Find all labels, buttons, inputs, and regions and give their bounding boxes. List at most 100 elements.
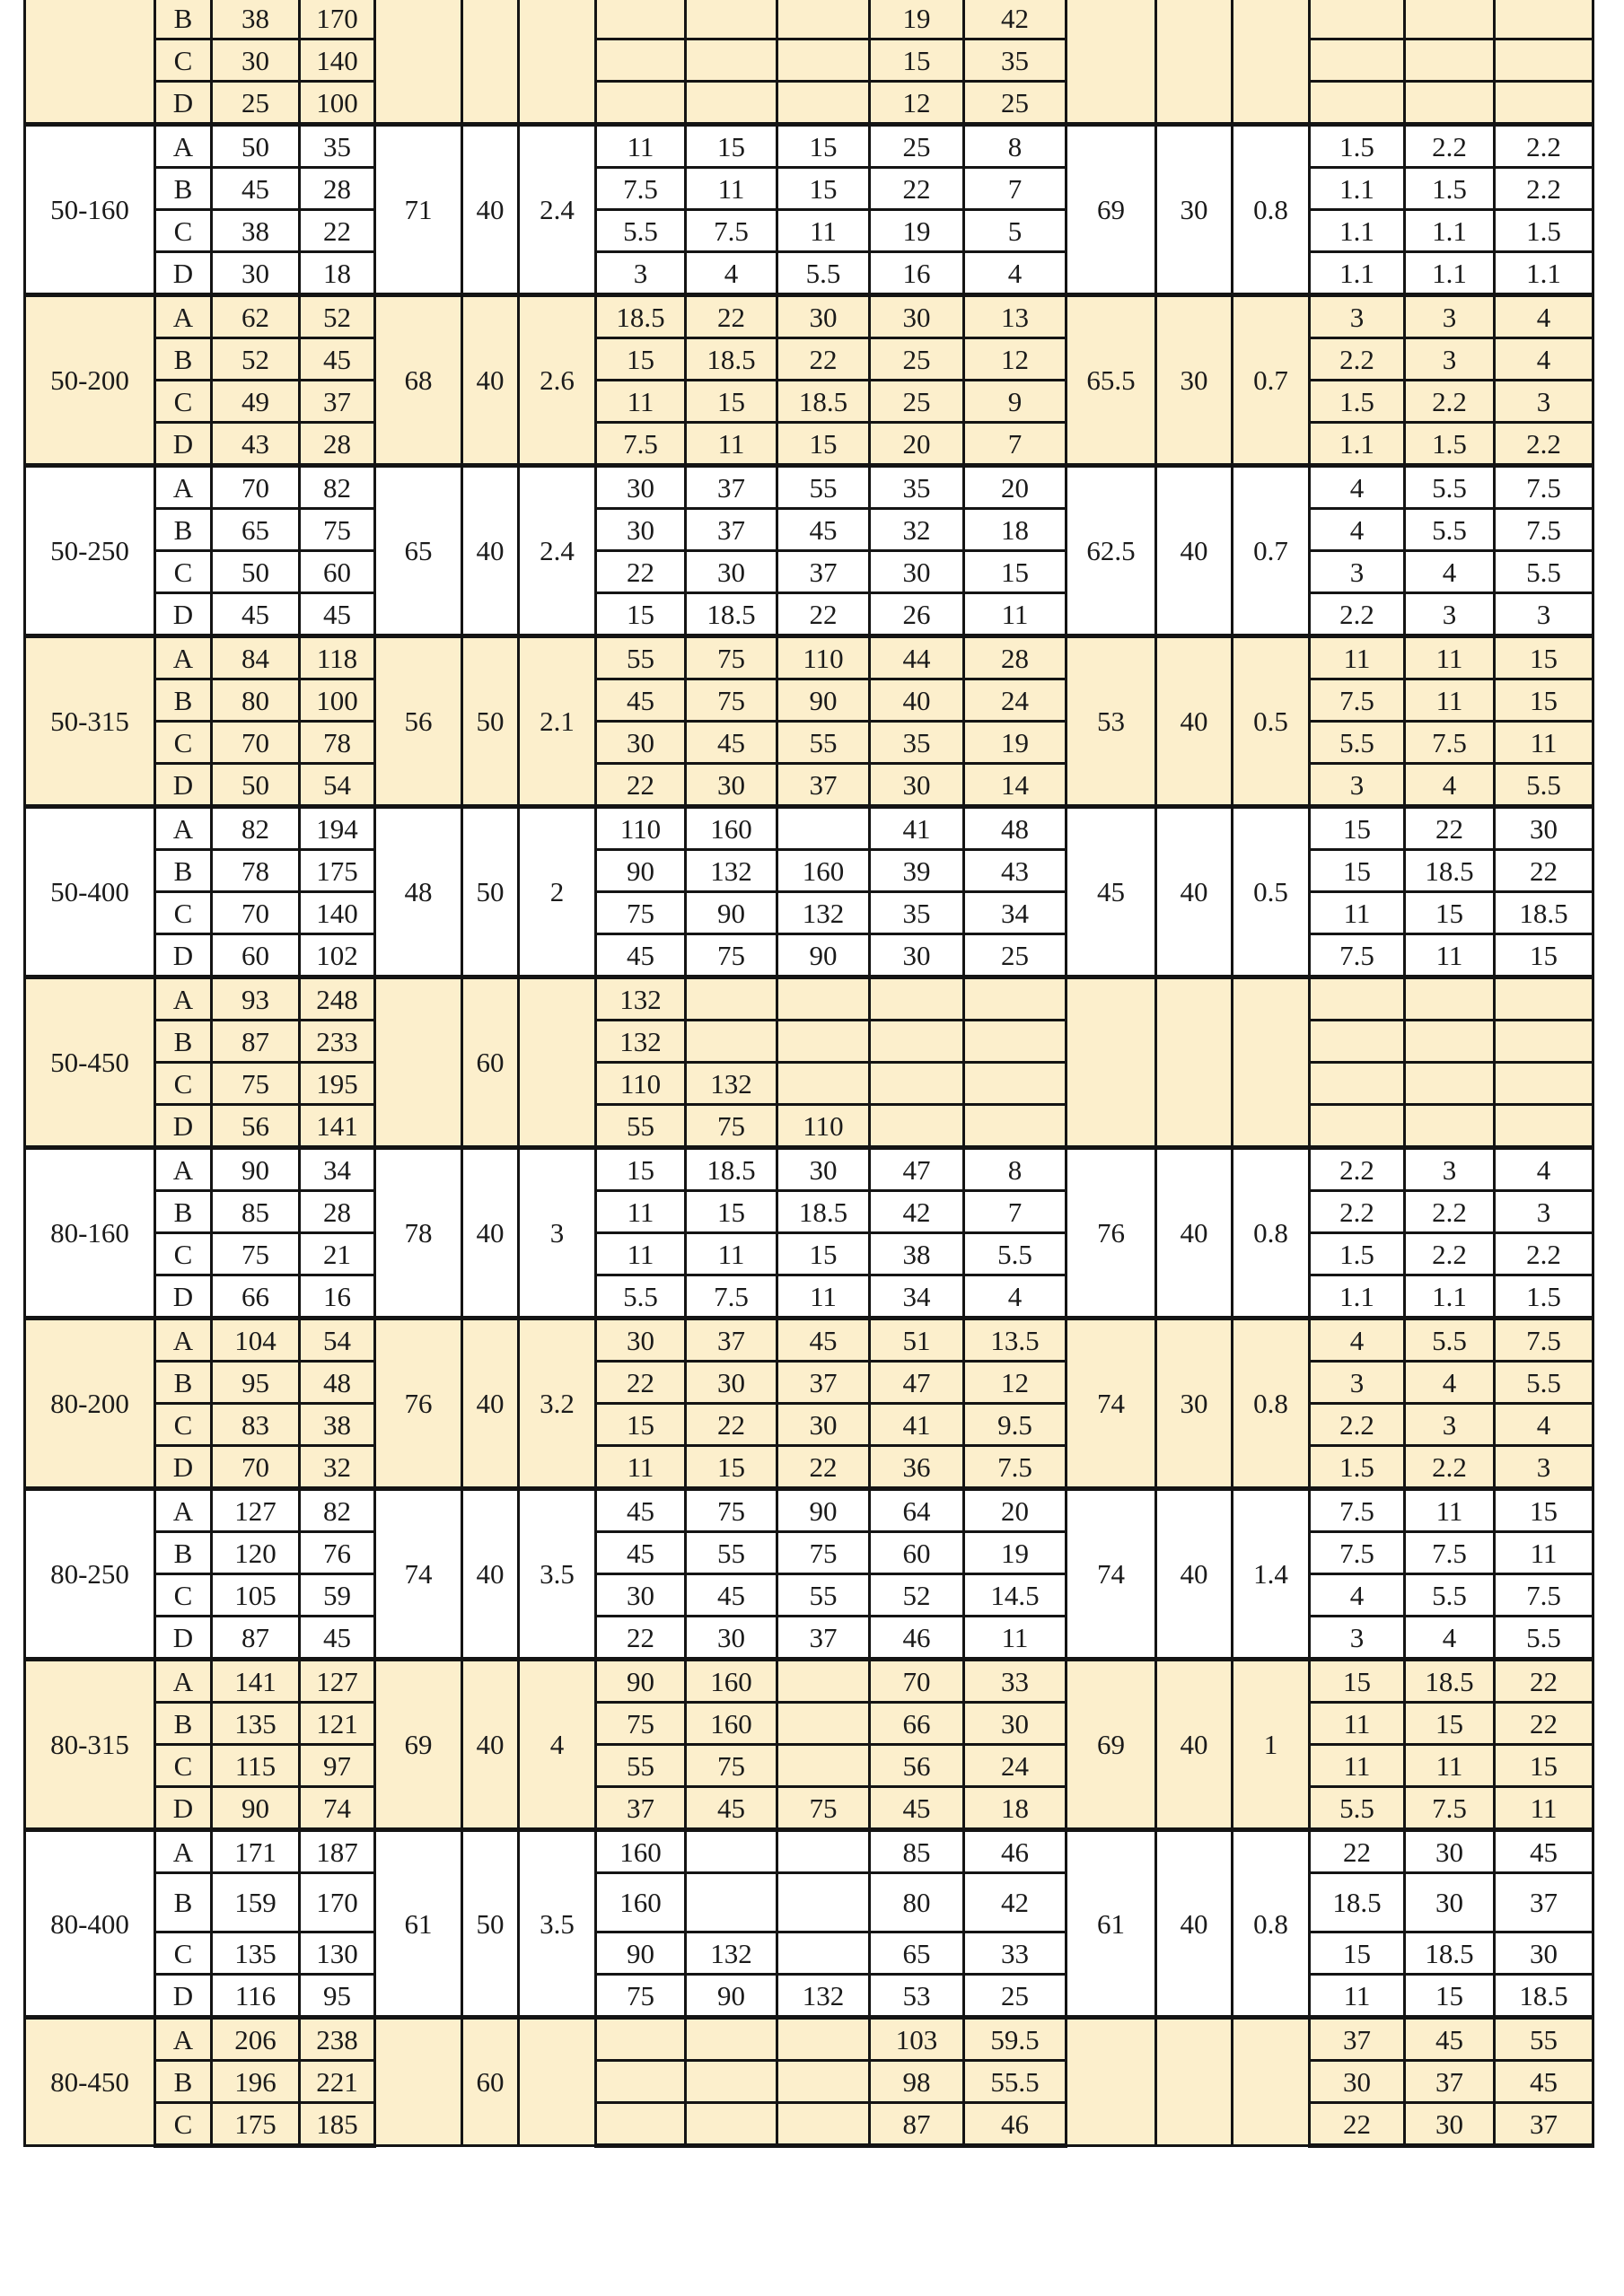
value-cell: 15 (776, 421, 871, 467)
value-cell: 45 (210, 592, 301, 637)
value-cell: 2.2 (1308, 1402, 1406, 1447)
value-cell (776, 975, 871, 1021)
variant-cell: B (154, 337, 213, 381)
value-cell: 75 (210, 1231, 301, 1276)
model-cell: 80-160 (23, 1145, 156, 1319)
merged-value-cell: 0.8 (1231, 1316, 1311, 1490)
table-row: 80-250 A 127 82 74 40 3.5 45 75 90 64 20 74 40 1.4 7.5 1… (23, 1486, 1594, 1661)
variant-cell: D (154, 592, 213, 637)
value-cell: 83 (210, 1402, 301, 1447)
value-cell: 15 (1308, 1931, 1406, 1976)
value-cell: 30 (594, 1316, 687, 1363)
value-cell: 55 (776, 1573, 871, 1617)
value-cell: 175 (298, 848, 376, 893)
value-cell: 18.5 (776, 1189, 871, 1234)
value-cell: 4 (1403, 1360, 1496, 1405)
value-cell: 35 (962, 38, 1067, 83)
table-row: C 50 60 22 30 37 30 15 3 4 5.5 (25, 549, 1594, 594)
value-cell: 33 (962, 1657, 1067, 1704)
value-cell: 59 (298, 1573, 376, 1617)
value-cell: 195 (298, 1061, 376, 1106)
value-cell: 18.5 (776, 379, 871, 424)
value-cell: 121 (298, 1701, 376, 1746)
value-cell: 15 (1493, 634, 1594, 680)
value-cell: 132 (594, 975, 687, 1021)
value-cell: 55 (776, 463, 871, 510)
variant-cell: B (154, 1701, 213, 1746)
merged-value-cell (517, 2015, 597, 2147)
value-cell: 51 (868, 1316, 965, 1363)
value-cell: 127 (298, 1657, 376, 1704)
value-cell: 9.5 (962, 1402, 1067, 1447)
value-cell: 45 (298, 337, 376, 381)
value-cell: 66 (210, 1274, 301, 1319)
value-cell: 130 (298, 1931, 376, 1976)
table-row: D 30 18 3 4 5.5 16 4 1.1 1.1 1.1 (25, 250, 1594, 296)
value-cell: 170 (298, 0, 376, 40)
value-cell (1493, 0, 1594, 40)
value-cell: 132 (776, 890, 871, 935)
value-cell: 5.5 (1493, 1360, 1594, 1405)
value-cell: 105 (210, 1573, 301, 1617)
value-cell (776, 1061, 871, 1106)
value-cell: 3 (1403, 337, 1496, 381)
variant-cell: D (154, 80, 213, 126)
value-cell: 15 (1308, 1657, 1406, 1704)
value-cell (1403, 0, 1496, 40)
value-cell: 7.5 (1403, 720, 1496, 765)
value-cell: 50 (210, 122, 301, 169)
merged-value-cell: 0.8 (1231, 122, 1311, 296)
value-cell: 15 (1403, 890, 1496, 935)
variant-cell: C (154, 1931, 213, 1976)
value-cell: 75 (684, 1743, 778, 1788)
value-cell: 11 (594, 1189, 687, 1234)
value-cell: 37 (1403, 2059, 1496, 2104)
model-cell: 80-450 (23, 2015, 156, 2147)
value-cell: 18.5 (1403, 1657, 1496, 1704)
value-cell (868, 975, 965, 1021)
value-cell: 75 (684, 634, 778, 680)
merged-value-cell: 0.5 (1231, 634, 1311, 808)
value-cell: 45 (594, 1486, 687, 1533)
value-cell: 12 (962, 337, 1067, 381)
merged-value-cell: 50 (461, 804, 520, 978)
value-cell: 45 (594, 933, 687, 978)
value-cell: 90 (594, 1931, 687, 1976)
merged-value-cell: 40 (1154, 463, 1233, 637)
variant-cell: D (154, 1103, 213, 1149)
value-cell: 15 (684, 379, 778, 424)
variant-cell: C (154, 1061, 213, 1106)
value-cell: 35 (868, 890, 965, 935)
value-cell: 40 (868, 678, 965, 723)
merged-value-cell: 40 (461, 1145, 520, 1319)
merged-value-cell (373, 0, 463, 126)
value-cell: 5.5 (1493, 762, 1594, 808)
table-row: B 38 170 19 42 (23, 0, 1594, 126)
model-cell: 50-200 (23, 293, 156, 467)
table-row: C 75 195 110 132 (25, 1061, 1594, 1106)
value-cell: 41 (868, 804, 965, 851)
table-row: C 83 38 15 22 30 41 9.5 2.2 3 4 (25, 1402, 1594, 1447)
variant-cell: C (154, 2101, 213, 2148)
value-cell (594, 38, 687, 83)
value-cell: 11 (1403, 1486, 1496, 1533)
value-cell: 34 (962, 890, 1067, 935)
merged-value-cell: 48 (373, 804, 463, 978)
value-cell: 87 (210, 1615, 301, 1661)
value-cell (684, 38, 778, 83)
value-cell (684, 1019, 778, 1064)
value-cell (684, 80, 778, 126)
value-cell: 46 (868, 1615, 965, 1661)
merged-value-cell: 40 (461, 122, 520, 296)
variant-cell: B (154, 848, 213, 893)
value-cell: 80 (868, 1871, 965, 1933)
value-cell: 55 (684, 1530, 778, 1575)
value-cell: 7.5 (1308, 678, 1406, 723)
value-cell: 11 (776, 208, 871, 253)
merged-value-cell (517, 0, 597, 126)
value-cell: 233 (298, 1019, 376, 1064)
value-cell: 15 (684, 122, 778, 169)
value-cell (776, 2101, 871, 2148)
value-cell: 90 (210, 1785, 301, 1831)
value-cell: 70 (868, 1657, 965, 1704)
